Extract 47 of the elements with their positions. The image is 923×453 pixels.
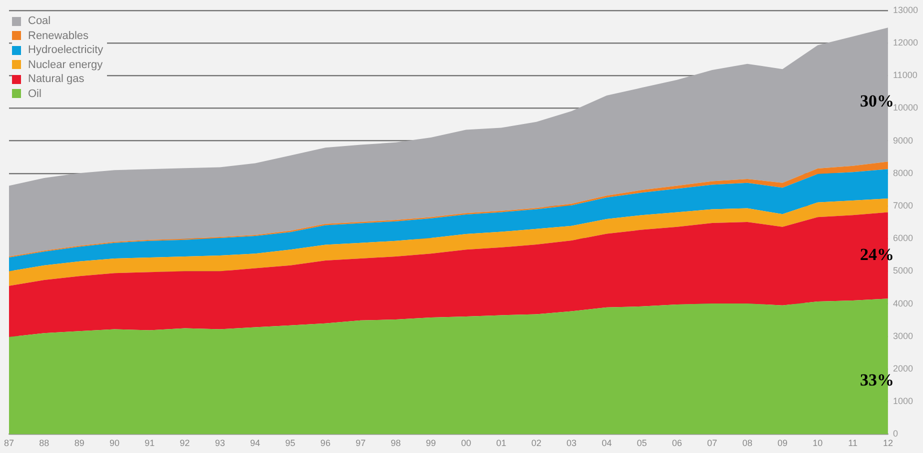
x-tick-label: 10 — [812, 438, 823, 448]
x-tick-label: 88 — [39, 438, 50, 448]
x-tick-label: 99 — [426, 438, 436, 448]
x-tick-label: 04 — [602, 438, 612, 448]
x-tick-label: 97 — [356, 438, 366, 448]
x-tick-label: 89 — [74, 438, 84, 448]
x-tick-label: 01 — [496, 438, 506, 448]
x-tick-label: 96 — [320, 438, 330, 448]
legend-label: Coal — [28, 15, 51, 28]
x-tick-label: 87 — [4, 438, 14, 448]
x-tick-label: 09 — [777, 438, 788, 448]
y-tick-label: 12000 — [892, 37, 918, 48]
legend-label: Oil — [28, 88, 42, 100]
y-tick-label: 5000 — [892, 266, 914, 276]
annotation: 30% — [860, 92, 894, 111]
y-tick-label: 8000 — [892, 168, 914, 178]
y-tick-label: 4000 — [892, 298, 914, 308]
y-tick-label: 1000 — [892, 396, 914, 406]
y-tick-label: 2000 — [892, 363, 914, 374]
x-tick-label: 02 — [531, 438, 542, 448]
legend-label: Renewables — [28, 30, 89, 42]
x-tick-label: 92 — [180, 438, 190, 448]
x-tick-label: 07 — [707, 438, 718, 448]
x-tick-label: 00 — [461, 438, 472, 448]
x-tick-label: 93 — [214, 438, 225, 448]
y-tick-label: 10000 — [892, 102, 918, 113]
y-tick-label: 7000 — [892, 200, 914, 210]
y-tick-label: 0 — [892, 428, 898, 439]
x-tick-label: 95 — [285, 438, 296, 448]
x-tick-label: 12 — [882, 438, 893, 448]
x-tick-label: 90 — [109, 438, 120, 448]
legend-label: Hydroelectricity — [28, 44, 104, 56]
legend-label: Nuclear energy — [28, 58, 103, 71]
x-tick-label: 91 — [144, 438, 155, 448]
x-tick-label: 05 — [636, 438, 647, 448]
x-tick-label: 98 — [390, 438, 401, 448]
y-tick-label: 3000 — [892, 330, 914, 341]
y-tick-label: 9000 — [892, 135, 914, 146]
x-tick-label: 08 — [742, 438, 752, 448]
x-tick-label: 06 — [672, 438, 682, 448]
x-tick-label: 11 — [848, 438, 858, 448]
y-tick-label: 13000 — [892, 4, 918, 15]
legend-label: Natural gas — [28, 73, 84, 86]
x-tick-label: 94 — [250, 438, 260, 448]
y-tick-label: 6000 — [892, 233, 914, 244]
y-tick-label: 11000 — [892, 70, 918, 80]
x-tick-label: 03 — [566, 438, 577, 448]
